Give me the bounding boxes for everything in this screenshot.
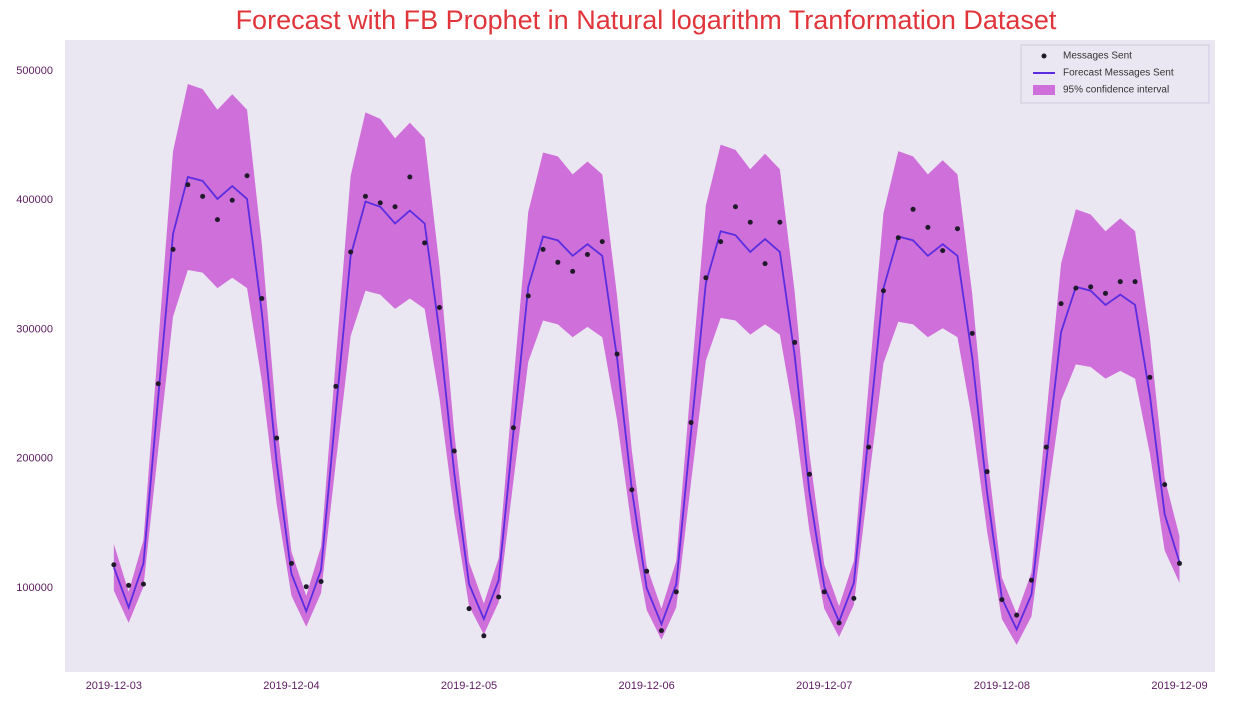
data-point [570,268,576,274]
data-point [200,193,206,199]
legend-label: Messages Sent [1063,51,1132,62]
data-point [1132,279,1138,285]
data-point [629,487,635,493]
x-tick-label: 2019-12-08 [974,680,1030,692]
data-point [525,293,531,299]
data-point [836,620,842,626]
legend-label: Forecast Messages Sent [1063,68,1174,79]
data-point [1176,560,1182,566]
x-tick-label: 2019-12-07 [796,680,852,692]
data-point [1073,285,1079,291]
y-tick-label: 300000 [16,323,53,335]
data-point [584,252,590,258]
data-point [466,606,472,612]
data-point [348,249,354,255]
y-tick-label: 400000 [16,194,53,206]
data-point [747,219,753,225]
data-point [407,174,413,180]
data-point [303,584,309,590]
data-point [140,581,146,587]
legend-label: 95% confidence interval [1063,85,1169,96]
data-point [318,579,324,585]
data-point [880,288,886,294]
data-point [555,259,561,265]
data-point [274,435,280,441]
data-point [362,193,368,199]
data-point [540,246,546,252]
data-point [984,469,990,475]
confidence-band [113,83,1180,645]
legend-marker [1033,85,1055,95]
data-point [1147,374,1153,380]
x-tick-label: 2019-12-03 [86,680,142,692]
data-point [688,420,694,426]
data-point [866,444,872,450]
x-tick-label: 2019-12-05 [441,680,497,692]
data-point [377,200,383,206]
legend-marker [1041,53,1047,59]
data-point [496,594,502,600]
data-point [1088,284,1094,290]
data-point [288,560,294,566]
data-point [392,204,398,210]
data-point [969,330,975,336]
y-tick-label: 100000 [16,582,53,594]
data-point [732,204,738,210]
data-point [658,628,664,634]
data-point [214,217,220,223]
x-tick-label: 2019-12-09 [1151,680,1207,692]
data-point [333,383,339,389]
data-point [673,589,679,595]
data-point [644,568,650,574]
data-point [155,381,161,387]
data-point [1028,577,1034,583]
data-point [1102,290,1108,296]
data-point [170,246,176,252]
x-tick-label: 2019-12-06 [619,680,675,692]
data-point [481,633,487,639]
data-point [451,448,457,454]
data-point [777,219,783,225]
data-point [821,589,827,595]
data-point [422,240,428,246]
data-point [244,173,250,179]
data-point [1162,482,1168,488]
data-point [851,595,857,601]
data-point [229,197,235,203]
data-point [895,235,901,241]
y-tick-label: 500000 [16,65,53,77]
chart-title: Forecast with FB Prophet in Natural loga… [236,5,1057,35]
data-point [999,597,1005,603]
data-point [954,226,960,232]
data-point [762,261,768,267]
data-point [806,471,812,477]
data-point [1117,279,1123,285]
data-point [259,295,265,301]
data-point [792,339,798,345]
data-point [111,562,117,568]
data-point [185,182,191,188]
x-tick-label: 2019-12-04 [263,680,319,692]
data-point [925,224,931,230]
data-point [703,275,709,281]
data-point [1043,444,1049,450]
data-point [910,206,916,212]
data-point [599,239,605,245]
data-point [510,425,516,431]
data-point [1058,301,1064,307]
data-point [940,248,946,254]
data-point [614,351,620,357]
y-tick-label: 200000 [16,453,53,465]
data-point [126,582,132,588]
data-point [1014,612,1020,618]
data-point [718,239,724,245]
data-point [436,305,442,311]
